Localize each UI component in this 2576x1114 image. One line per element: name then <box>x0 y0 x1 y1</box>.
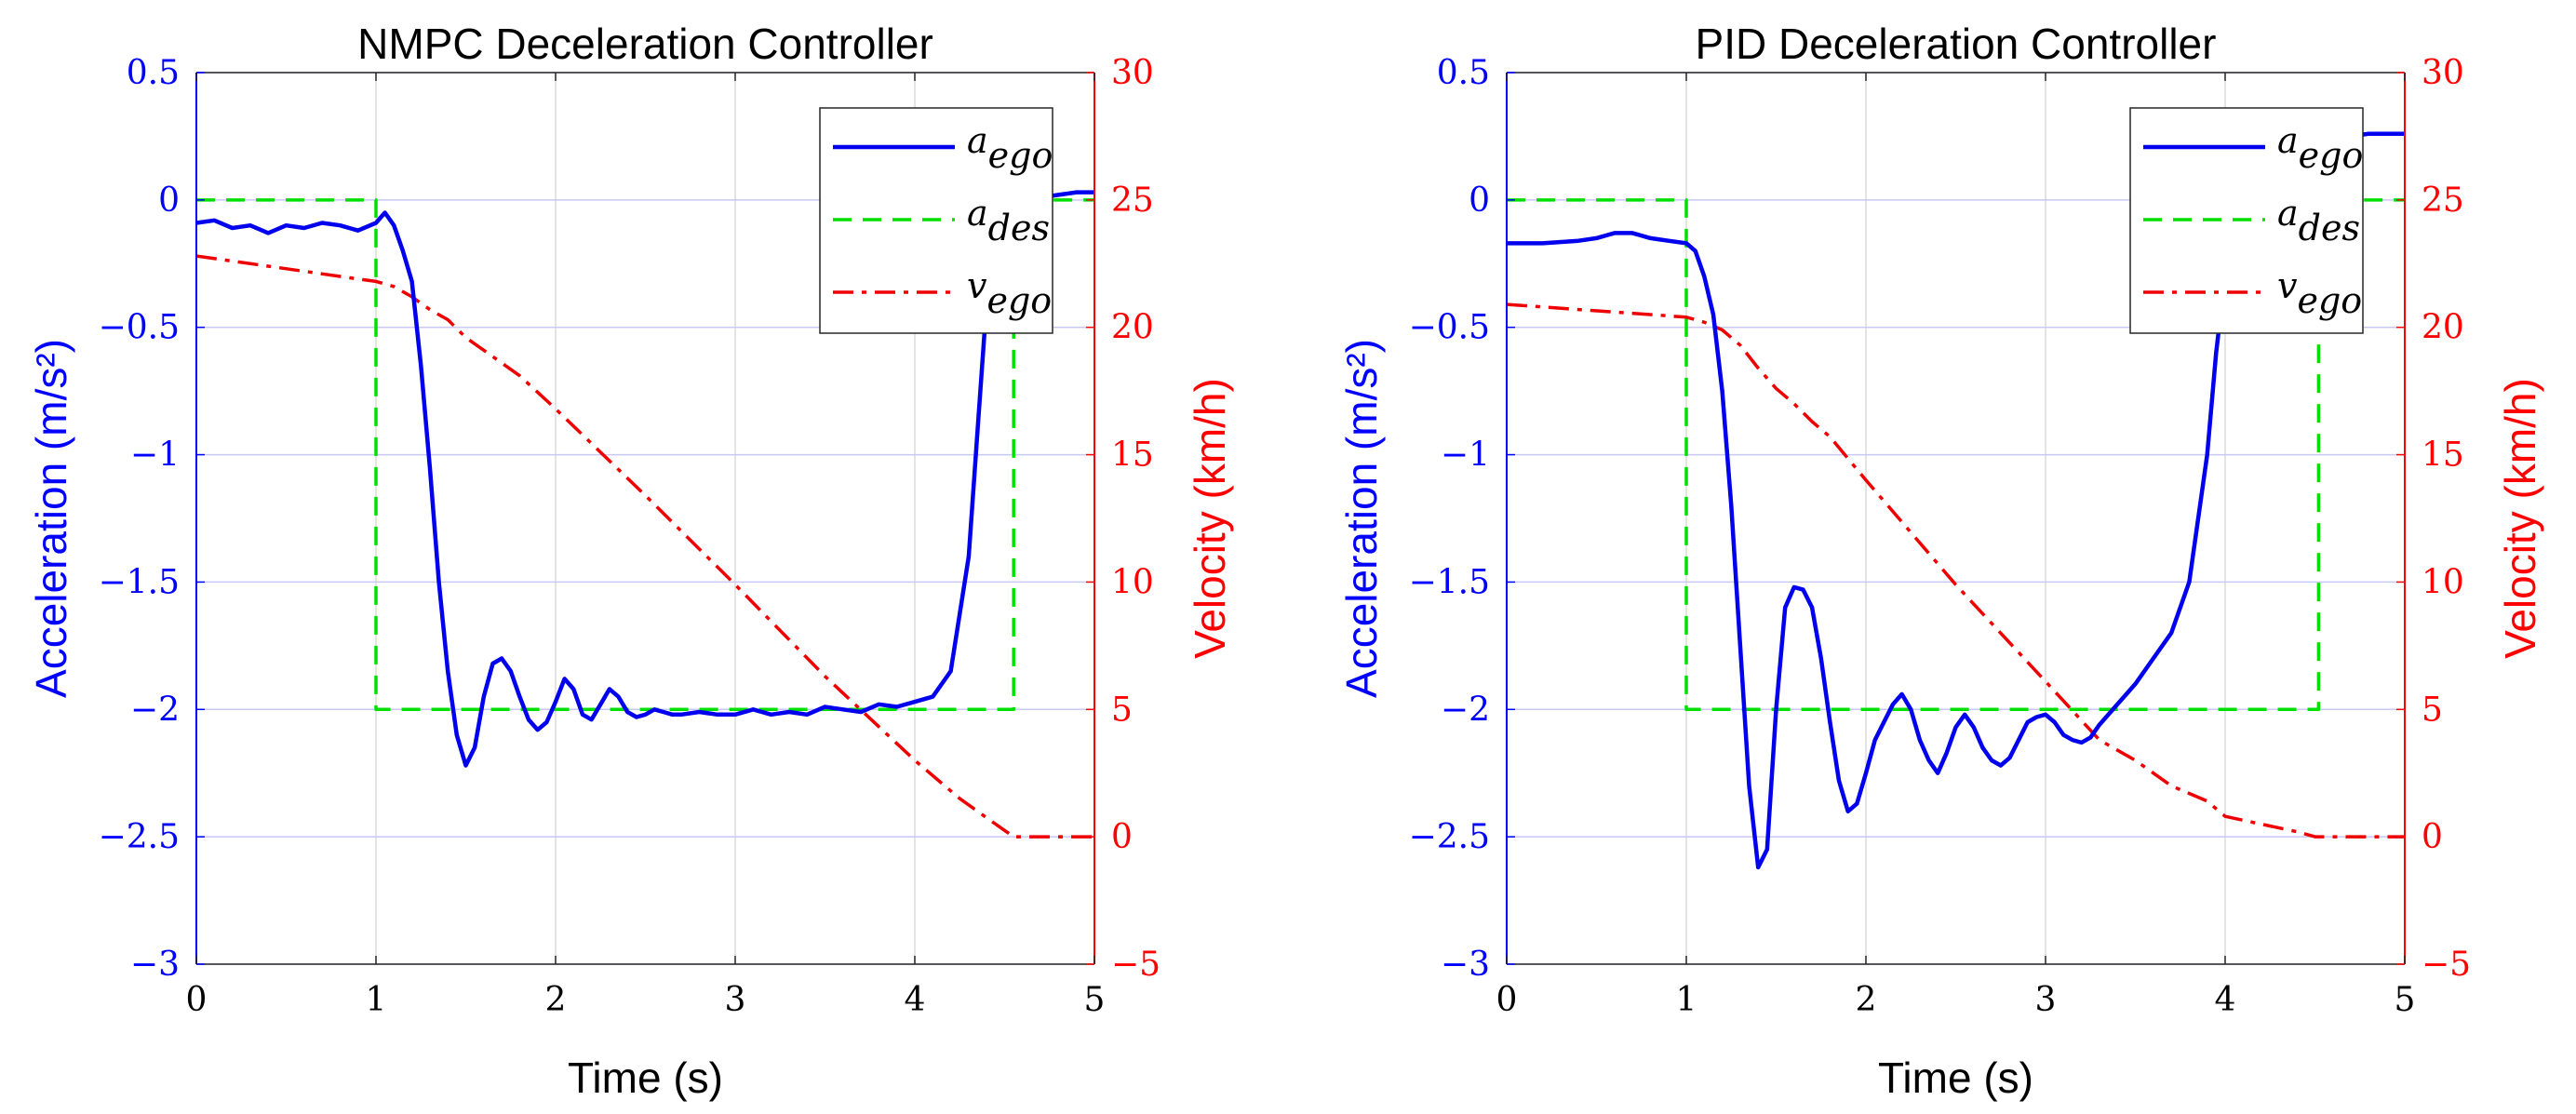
y-right-tick-label: 30 <box>1111 54 1154 92</box>
x-tick-label: 1 <box>1676 981 1697 1019</box>
y-right-tick-label: 20 <box>2422 309 2464 347</box>
y-left-axis-label: Acceleration (m/s²) <box>1337 339 1386 698</box>
x-tick-label: 4 <box>2215 981 2236 1019</box>
x-tick-label: 2 <box>545 981 567 1019</box>
legend: aego ades vego <box>819 107 1053 334</box>
chart-1: 0 1 2 3 4 5 −3 −2.5 −2 −1.5 −1 −0.5 0 0.5 −5 0 5 10 15 20 25… <box>27 20 1234 1102</box>
legend: aego ades vego <box>2129 107 2364 334</box>
chart-title: NMPC Deceleration Controller <box>357 20 933 68</box>
y-left-tick-label: 0.5 <box>1437 54 1490 92</box>
y-left-tick-label: −3 <box>1441 946 1490 984</box>
y-right-tick-label: 0 <box>2422 818 2443 856</box>
y-right-axis-label: Velocity (km/h) <box>2496 378 2544 659</box>
y-left-tick-label: −1 <box>1441 436 1490 475</box>
y-left-tick-label: −1 <box>130 436 180 475</box>
y-left-tick-label: −2 <box>130 691 180 729</box>
y-right-tick-label: 0 <box>1111 818 1133 856</box>
y-left-axis-label: Acceleration (m/s²) <box>27 339 75 698</box>
y-right-tick-label: −5 <box>1111 946 1161 984</box>
y-right-tick-label: 10 <box>2422 563 2464 601</box>
x-tick-label: 3 <box>2035 981 2057 1019</box>
y-right-tick-label: 5 <box>2422 691 2443 729</box>
y-right-tick-label: 15 <box>1111 436 1154 475</box>
y-left-tick-label: −0.5 <box>99 309 180 347</box>
y-left-tick-label: −2.5 <box>1409 818 1490 856</box>
y-left-tick-label: −2.5 <box>99 818 180 856</box>
chart-2: 0 1 2 3 4 5 −3 −2.5 −2 −1.5 −1 −0.5 0 0.5 −5 0 5 10 15 20 25… <box>1337 20 2544 1102</box>
legend-label-v-ego: vego <box>2277 265 2362 321</box>
y-left-tick-label: −1.5 <box>1409 563 1490 601</box>
x-tick-label: 5 <box>1084 981 1106 1019</box>
y-right-axis-label: Velocity (km/h) <box>1186 378 1234 659</box>
x-tick-label: 0 <box>186 981 208 1019</box>
x-tick-label: 0 <box>1496 981 1518 1019</box>
y-left-tick-label: −3 <box>130 946 180 984</box>
y-right-tick-label: 30 <box>2422 54 2464 92</box>
y-right-tick-label: −5 <box>2422 946 2471 984</box>
y-left-tick-label: −2 <box>1441 691 1490 729</box>
y-right-tick-label: 25 <box>1111 181 1154 220</box>
x-tick-label: 5 <box>2395 981 2416 1019</box>
y-right-tick-label: 10 <box>1111 563 1154 601</box>
series-line-a-ego <box>196 190 1094 768</box>
y-left-tick-label: −0.5 <box>1409 309 1490 347</box>
y-right-tick-label: 25 <box>2422 181 2464 220</box>
legend-label-a-des: ades <box>2277 193 2360 248</box>
y-right-tick-label: 15 <box>2422 436 2464 475</box>
legend-label-a-des: ades <box>967 193 1050 248</box>
series-line-v-ego <box>196 254 1094 839</box>
y-right-tick-label: 20 <box>1111 309 1154 347</box>
x-tick-label: 3 <box>725 981 746 1019</box>
y-right-tick-label: 5 <box>1111 691 1133 729</box>
legend-label-a-ego: aego <box>967 120 1053 176</box>
series-line-a-des <box>1507 198 2405 712</box>
y-left-tick-label: −1.5 <box>99 563 180 601</box>
x-tick-label: 2 <box>1856 981 1877 1019</box>
legend-label-v-ego: vego <box>967 265 1052 321</box>
chart-title: PID Deceleration Controller <box>1696 20 2217 68</box>
x-tick-label: 1 <box>366 981 387 1019</box>
x-axis-label: Time (s) <box>568 1054 723 1102</box>
y-left-tick-label: 0 <box>1469 181 1490 220</box>
x-tick-label: 4 <box>905 981 926 1019</box>
y-left-tick-label: 0 <box>158 181 180 220</box>
y-left-tick-label: 0.5 <box>127 54 180 92</box>
x-axis-label: Time (s) <box>1878 1054 2033 1102</box>
legend-label-a-ego: aego <box>2277 120 2363 176</box>
